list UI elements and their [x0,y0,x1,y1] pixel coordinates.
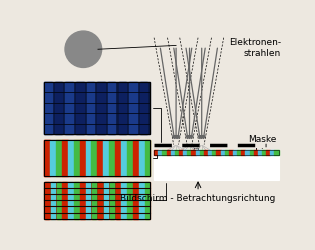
Bar [44,82,151,134]
Bar [74,182,79,219]
Bar [44,182,151,219]
Bar [225,150,229,154]
Bar [154,150,158,154]
Bar [208,150,212,154]
Bar [167,150,171,154]
Bar [241,150,245,154]
Bar [55,82,62,134]
Bar [229,150,233,154]
Bar [110,182,114,219]
Bar [80,140,86,176]
Bar [204,150,208,154]
Bar [44,140,50,176]
Bar [216,150,220,154]
Bar [62,182,67,219]
Bar [127,140,133,176]
Bar [237,150,241,154]
Bar [262,150,266,154]
Bar [87,82,94,134]
Bar [139,140,145,176]
Bar [97,140,103,176]
Bar [66,82,73,134]
Text: Fluoreszenzschirm: Fluoreszenzschirm [192,148,276,157]
Bar [158,150,163,154]
Bar [56,140,62,176]
Bar [139,182,144,219]
Bar [116,182,120,219]
Bar [44,82,52,134]
Text: Bildschirm - Betrachtungsrichtung: Bildschirm - Betrachtungsrichtung [120,194,276,203]
Bar [145,182,149,219]
Bar [175,150,179,154]
Bar [56,182,61,219]
Bar [171,150,175,154]
Bar [44,140,151,176]
Bar [179,150,183,154]
Bar [68,140,74,176]
Bar [62,140,68,176]
Bar [121,182,126,219]
Bar [115,140,121,176]
Bar [245,150,249,154]
Bar [108,82,115,134]
Bar [121,140,127,176]
Bar [258,150,262,154]
Bar [86,140,91,176]
Bar [145,140,151,176]
Bar [220,150,225,154]
Bar [68,182,73,219]
Bar [254,150,258,154]
Bar [133,182,138,219]
Bar [98,182,102,219]
Bar [103,140,109,176]
Bar [192,150,196,154]
Bar [44,140,151,176]
Bar [80,182,84,219]
Bar [45,182,49,219]
Bar [86,182,90,219]
Bar [270,150,274,154]
Bar [76,82,83,134]
Bar [44,82,151,134]
Bar [249,150,254,154]
Bar [196,150,200,154]
Bar [44,182,151,219]
Bar [200,150,204,154]
Ellipse shape [65,31,102,68]
Bar [92,182,96,219]
Bar [129,82,137,134]
Bar [133,140,139,176]
Bar [183,150,187,154]
Bar [74,140,80,176]
Text: Maske: Maske [248,134,276,143]
Bar [127,182,132,219]
Bar [233,150,237,154]
Bar [154,150,278,154]
Bar [97,82,105,134]
Bar [266,150,270,154]
Bar [140,82,147,134]
Bar [187,150,192,154]
Bar [154,154,278,180]
Bar [91,140,97,176]
Bar [109,140,115,176]
Text: Elektronen-
strahlen: Elektronen- strahlen [229,38,281,58]
Text: Glas: Glas [256,163,276,172]
Bar [274,150,279,154]
Bar [51,182,55,219]
Bar [50,140,56,176]
Bar [163,150,167,154]
Bar [212,150,216,154]
Bar [104,182,108,219]
Bar [118,82,126,134]
